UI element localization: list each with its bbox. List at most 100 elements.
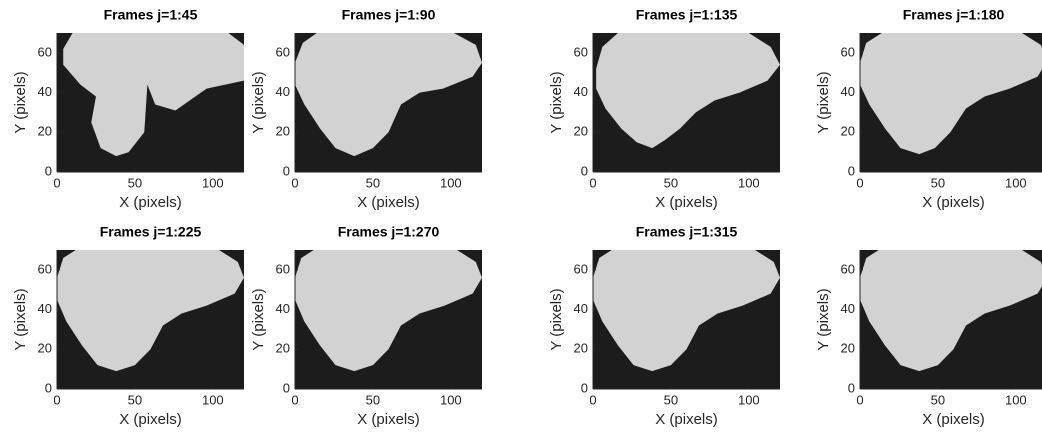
x-tick-label: 100 bbox=[738, 392, 760, 407]
mask-region bbox=[860, 33, 1042, 155]
y-tick-label: 40 bbox=[841, 301, 855, 316]
subplot: 0 50 100 0 20 40 60 Frames j=1:135 X (pixels) Y (… bbox=[548, 7, 780, 211]
mask-region bbox=[596, 33, 780, 149]
image bbox=[295, 33, 482, 172]
y-tick-label: 60 bbox=[276, 44, 290, 59]
y-tick-label: 20 bbox=[38, 341, 52, 356]
x-tick-label: 100 bbox=[440, 392, 462, 407]
y-axis-label: Y (pixels) bbox=[815, 71, 832, 133]
x-tick-label: 0 bbox=[856, 175, 863, 190]
y-axis-label: Y (pixels) bbox=[12, 71, 29, 133]
subplot: 0 50 100 0 20 40 60 Frames j=1:270 X (pixels) Y (… bbox=[250, 224, 482, 428]
x-tick-label: 100 bbox=[1005, 175, 1027, 190]
subplot-title: Frames j=1:180 bbox=[903, 7, 1005, 23]
y-tick-label: 20 bbox=[574, 124, 588, 139]
subplot: 0 50 100 0 20 40 60 X (pixels) Y (pixels) bbox=[815, 250, 1042, 428]
y-tick-label: 0 bbox=[581, 380, 588, 395]
subplot: 0 50 100 0 20 40 60 Frames j=1:180 X (pixels) Y (… bbox=[815, 7, 1042, 211]
subplot-title: Frames j=1:315 bbox=[636, 224, 738, 240]
x-axis-label: X (pixels) bbox=[357, 411, 420, 428]
x-tick-label: 0 bbox=[589, 392, 596, 407]
y-tick-label: 0 bbox=[848, 163, 855, 178]
x-tick-label: 50 bbox=[664, 392, 678, 407]
y-tick-label: 20 bbox=[276, 124, 290, 139]
mask-region bbox=[593, 250, 780, 372]
y-tick-label: 20 bbox=[841, 341, 855, 356]
image bbox=[860, 250, 1042, 389]
y-tick-label: 20 bbox=[574, 341, 588, 356]
x-tick-label: 50 bbox=[128, 392, 142, 407]
mask-region bbox=[860, 250, 1042, 372]
subplot-title: Frames j=1:90 bbox=[342, 7, 436, 23]
y-axis-label: Y (pixels) bbox=[548, 288, 565, 350]
y-axis-label: Y (pixels) bbox=[548, 71, 565, 133]
x-tick-label: 50 bbox=[128, 175, 142, 190]
image bbox=[57, 250, 244, 389]
x-tick-label: 0 bbox=[291, 175, 298, 190]
mask-region bbox=[295, 33, 482, 157]
x-tick-label: 100 bbox=[202, 175, 224, 190]
y-tick-label: 40 bbox=[574, 301, 588, 316]
y-tick-label: 40 bbox=[841, 84, 855, 99]
y-tick-label: 0 bbox=[45, 163, 52, 178]
x-tick-label: 0 bbox=[53, 392, 60, 407]
y-tick-label: 20 bbox=[841, 124, 855, 139]
y-tick-label: 60 bbox=[841, 261, 855, 276]
y-tick-label: 60 bbox=[841, 44, 855, 59]
x-axis-label: X (pixels) bbox=[655, 411, 718, 428]
y-tick-label: 60 bbox=[574, 261, 588, 276]
subplot: 0 50 100 0 20 40 60 Frames j=1:45 X (pixels) Y (p… bbox=[12, 7, 244, 211]
y-tick-label: 0 bbox=[581, 163, 588, 178]
mask-region bbox=[63, 33, 244, 157]
x-tick-label: 100 bbox=[202, 392, 224, 407]
y-axis-label: Y (pixels) bbox=[250, 288, 267, 350]
x-axis-label: X (pixels) bbox=[119, 411, 182, 428]
y-tick-label: 0 bbox=[45, 380, 52, 395]
y-tick-label: 40 bbox=[38, 301, 52, 316]
x-tick-label: 50 bbox=[664, 175, 678, 190]
subplot: 0 50 100 0 20 40 60 Frames j=1:90 X (pixels) Y (p… bbox=[250, 7, 482, 211]
y-tick-label: 40 bbox=[38, 84, 52, 99]
y-tick-label: 20 bbox=[276, 341, 290, 356]
y-tick-label: 60 bbox=[38, 44, 52, 59]
x-axis-label: X (pixels) bbox=[922, 194, 985, 211]
x-tick-label: 50 bbox=[931, 175, 945, 190]
y-tick-label: 20 bbox=[38, 124, 52, 139]
y-tick-label: 40 bbox=[574, 84, 588, 99]
x-tick-label: 50 bbox=[366, 392, 380, 407]
mask-region bbox=[295, 250, 482, 372]
x-tick-label: 50 bbox=[366, 175, 380, 190]
x-axis-label: X (pixels) bbox=[922, 411, 985, 428]
subplot: 0 50 100 0 20 40 60 Frames j=1:225 X (pixels) Y (… bbox=[12, 224, 244, 428]
x-tick-label: 0 bbox=[53, 175, 60, 190]
x-axis-label: X (pixels) bbox=[119, 194, 182, 211]
x-axis-label: X (pixels) bbox=[357, 194, 420, 211]
x-tick-label: 0 bbox=[589, 175, 596, 190]
image bbox=[593, 250, 780, 389]
x-tick-label: 100 bbox=[738, 175, 760, 190]
mask-region bbox=[57, 250, 244, 372]
image bbox=[295, 250, 482, 389]
x-tick-label: 100 bbox=[1005, 392, 1027, 407]
y-tick-label: 0 bbox=[283, 163, 290, 178]
x-tick-label: 0 bbox=[291, 392, 298, 407]
x-tick-label: 100 bbox=[440, 175, 462, 190]
x-tick-label: 50 bbox=[931, 392, 945, 407]
y-tick-label: 60 bbox=[574, 44, 588, 59]
image bbox=[593, 33, 780, 172]
image bbox=[57, 33, 244, 172]
x-tick-label: 0 bbox=[856, 392, 863, 407]
y-tick-label: 40 bbox=[276, 84, 290, 99]
subplot-title: Frames j=1:45 bbox=[104, 7, 198, 23]
y-tick-label: 0 bbox=[283, 380, 290, 395]
y-tick-label: 40 bbox=[276, 301, 290, 316]
y-tick-label: 0 bbox=[848, 380, 855, 395]
x-axis-label: X (pixels) bbox=[655, 194, 718, 211]
image bbox=[860, 33, 1042, 172]
subplot-title: Frames j=1:270 bbox=[338, 224, 440, 240]
subplot-title: Frames j=1:135 bbox=[636, 7, 738, 23]
subplot-title: Frames j=1:225 bbox=[100, 224, 202, 240]
y-axis-label: Y (pixels) bbox=[250, 71, 267, 133]
